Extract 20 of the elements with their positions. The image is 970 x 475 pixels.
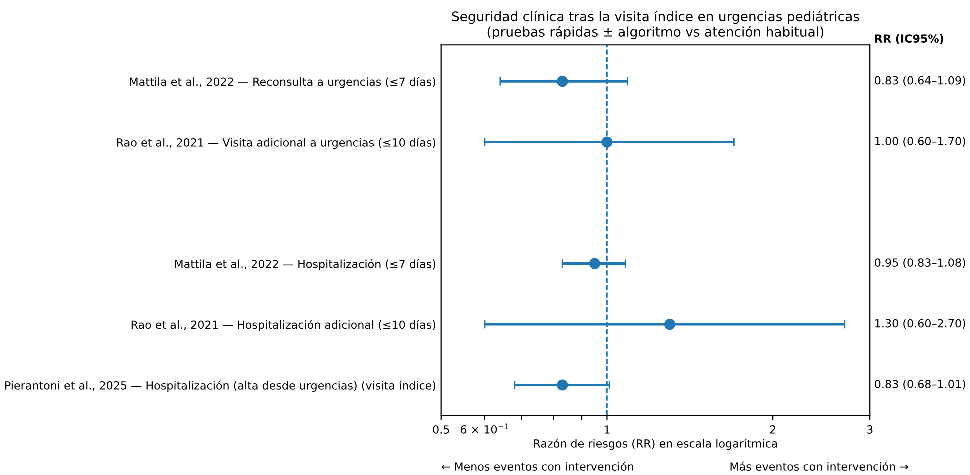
- x-tick-label: 6 × 10$^{−1}$: [460, 424, 509, 434]
- data-label: 1.00 (0.60–1.70): [876, 136, 966, 147]
- x-tick-label: 0.5: [433, 426, 450, 434]
- x-tick-label: 2: [770, 426, 776, 434]
- y-tick-label: Rao et al., 2021 — Hospitalización adicional (≤10 días): [132, 320, 436, 332]
- chart-title: Seguridad clínica tras la visita índice en urgencias pediátricas (pruebas rápidas ± algoritmo vs atención habitual): [452, 10, 860, 40]
- data-label: 1.30 (0.60–2.70): [876, 319, 966, 330]
- text: ← Menos eventos con intervención: [442, 462, 634, 471]
- y-tick-label: Mattila et al., 2022 — Hospitalización (≤7 días): [175, 259, 436, 271]
- data-label: 0.83 (0.68–1.01): [875, 380, 966, 390]
- x-tick-label: 3: [867, 426, 873, 434]
- data-label: 0.83 (0.64–1.09): [875, 76, 966, 86]
- y-tick-label: Pierantoni et al., 2025 — Hospitalización (alta desde urgencias) (visita índice): [6, 380, 436, 392]
- y-tick-label: Rao et al., 2021 — Visita adicional a urgencias (≤10 días): [117, 138, 436, 150]
- x-tick-label: 1: [604, 426, 610, 434]
- x-axis-title: Razón de riesgos (RR) en escala logarítmica: [534, 438, 778, 450]
- y-tick-label: Mattila et al., 2022 — Reconsulta a urgencias (≤7 días): [130, 77, 436, 88]
- text: RR (IC95%): [875, 34, 944, 44]
- data-label: 0.95 (0.83–1.08): [875, 258, 966, 268]
- text: Más eventos con intervención →: [730, 462, 908, 471]
